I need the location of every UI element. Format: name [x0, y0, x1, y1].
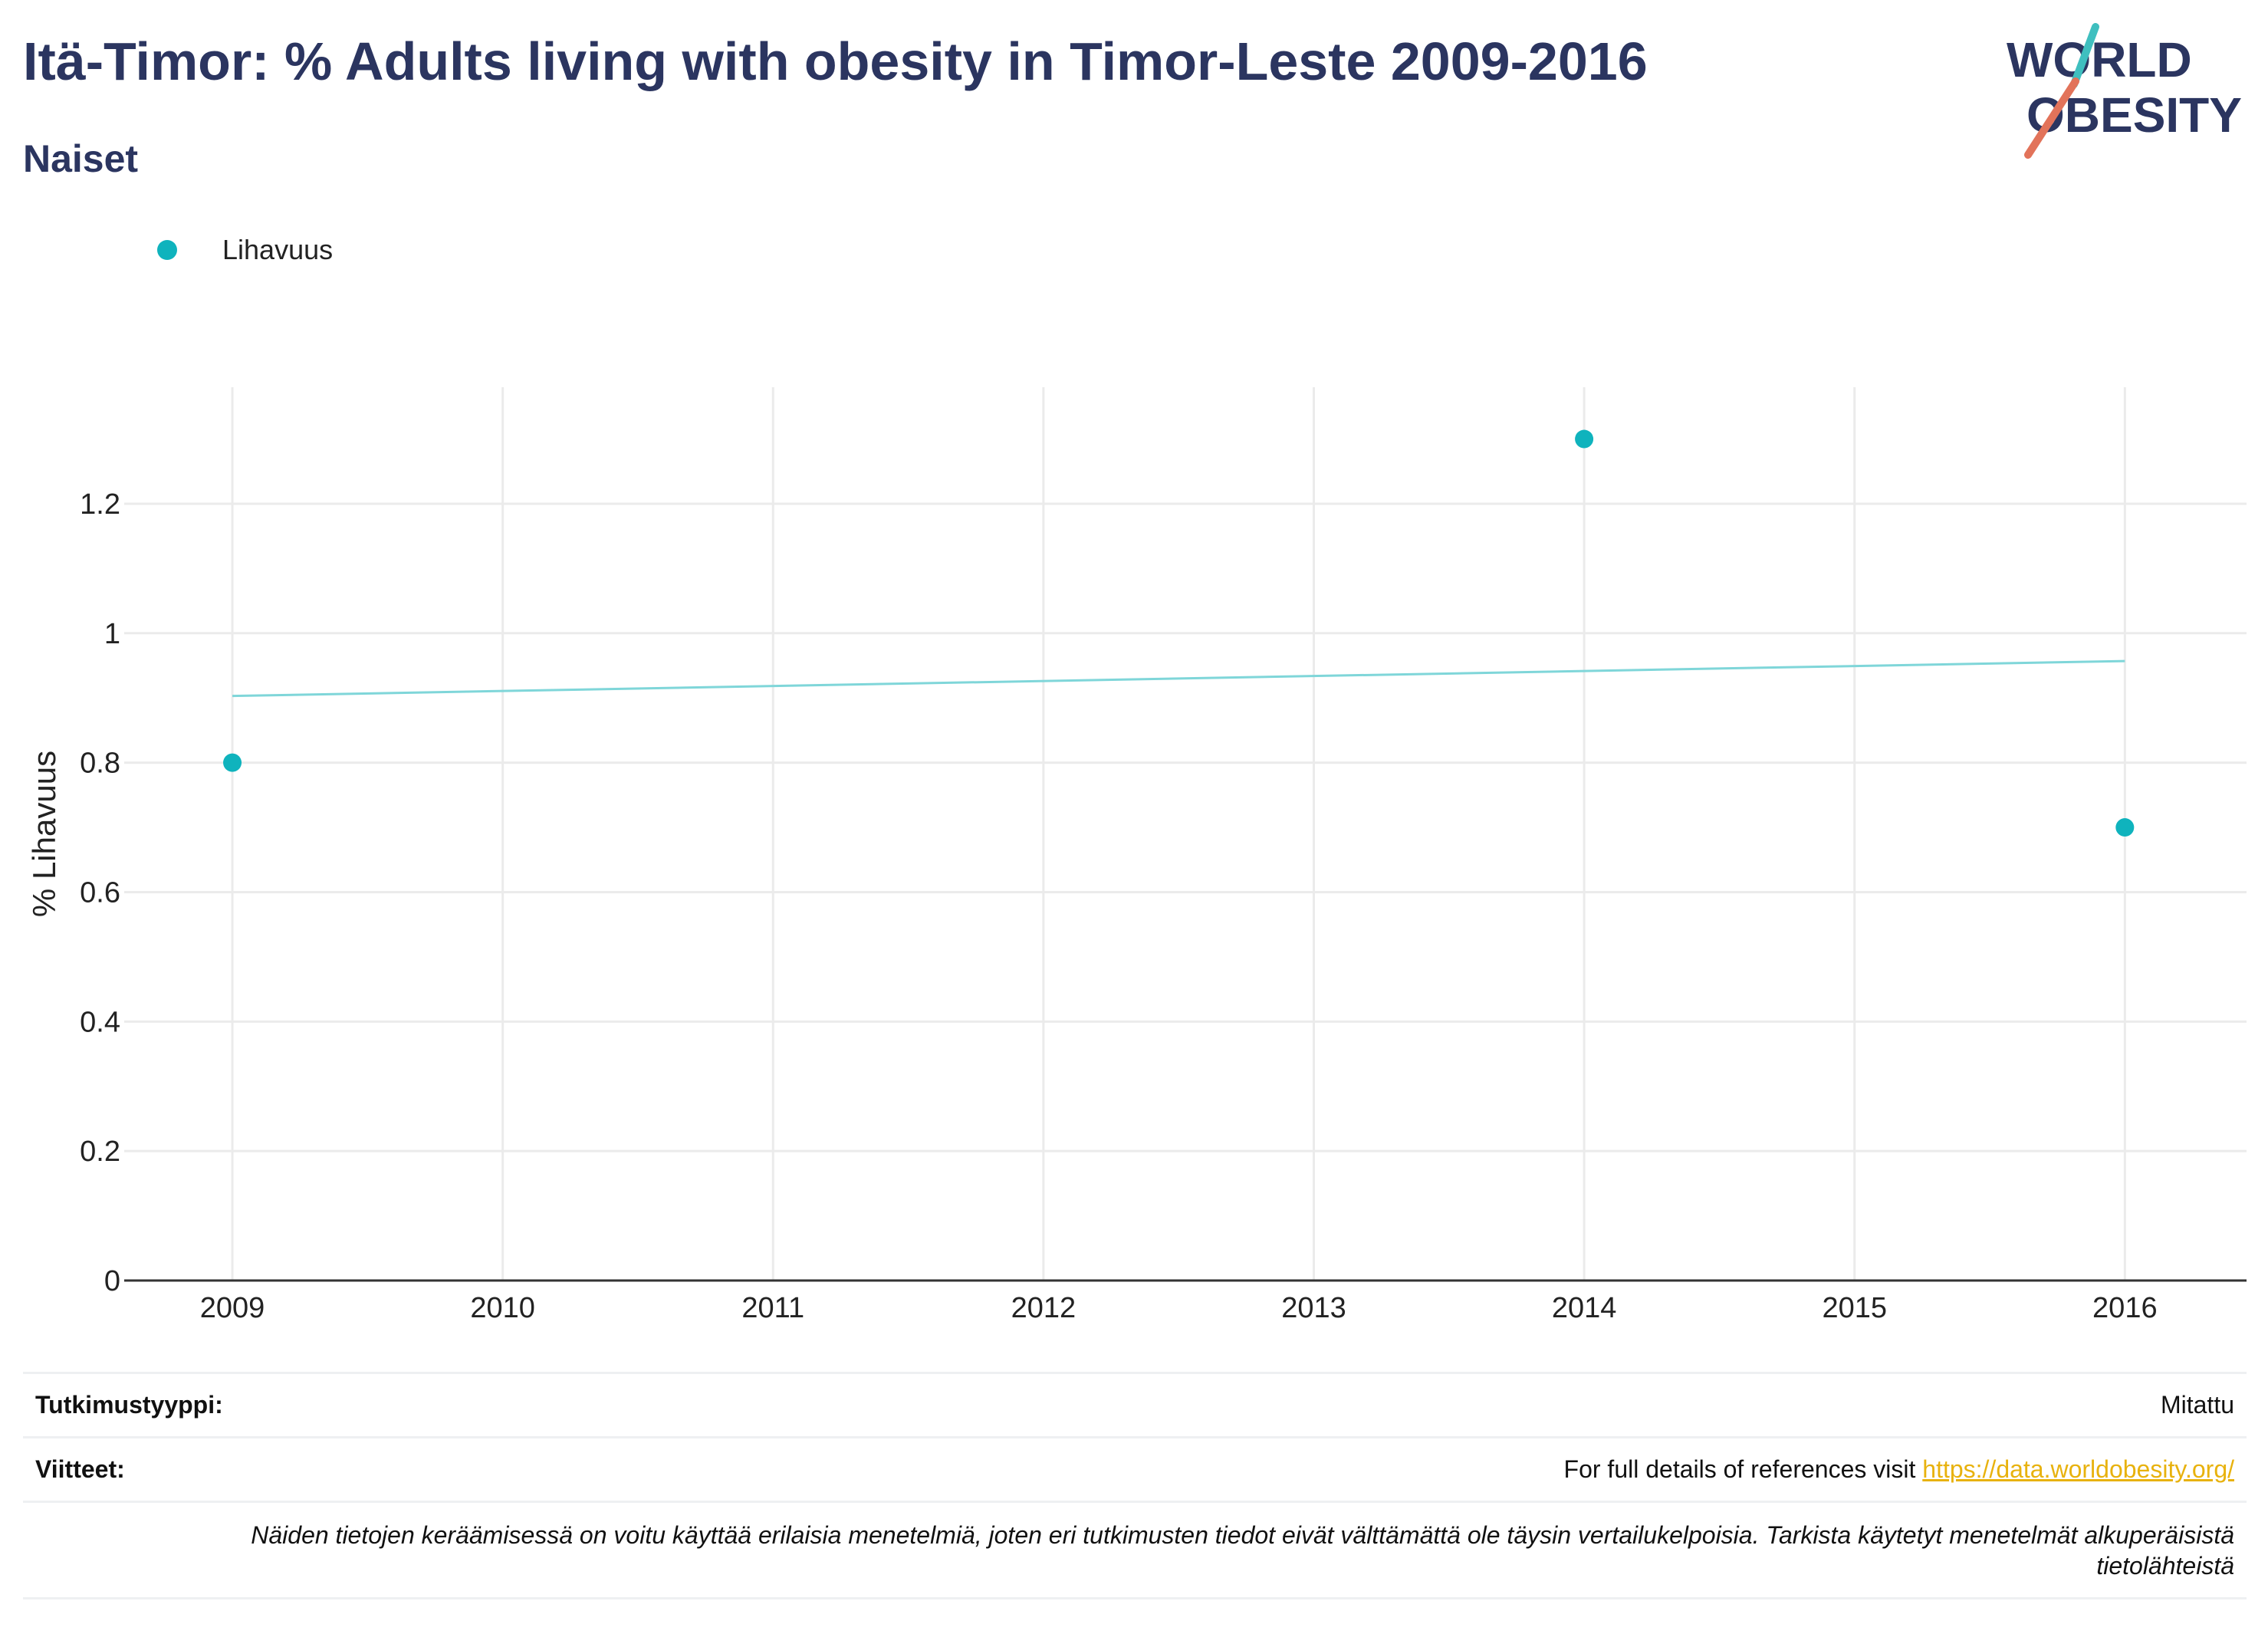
data-point [1575, 429, 1594, 449]
data-point [223, 753, 242, 772]
references-row: Viitteet: For full details of references… [23, 1436, 2247, 1501]
x-tick-label: 2009 [200, 1292, 265, 1324]
world-obesity-logo: WORLD OBESITY [2007, 23, 2242, 159]
references-link[interactable]: https://data.worldobesity.org/ [1922, 1455, 2234, 1483]
trend-line [232, 659, 2125, 698]
scatter-chart: 2009 2010 2011 2012 2013 2014 2015 2016 0 0.2 0.4 0… [26, 387, 2247, 1324]
y-tick-label: 0 [104, 1265, 120, 1297]
study-type-value: Mitattu [2160, 1391, 2234, 1419]
point-layer [223, 429, 2135, 837]
logo-word-world: WORLD [2007, 32, 2192, 87]
y-tick-label: 1 [104, 618, 120, 650]
trend-layer [232, 659, 2125, 698]
logo-slash-teal [2070, 23, 2099, 88]
y-tick-label: 1.2 [80, 488, 120, 521]
data-point [2115, 818, 2135, 837]
references-value: For full details of references visit htt… [1564, 1455, 2234, 1484]
y-tick-label: 0.6 [80, 876, 120, 909]
axis-layer: 2009 2010 2011 2012 2013 2014 2015 2016 0 0.2 0.4 0… [26, 488, 2247, 1324]
study-type-label: Tutkimustyyppi: [35, 1391, 223, 1419]
y-tick-label: 0.8 [80, 748, 120, 780]
x-tick-label: 2013 [1281, 1292, 1346, 1324]
y-axis-title: % Lihavuus [26, 751, 62, 917]
x-tick-label: 2015 [1822, 1292, 1887, 1324]
x-tick-label: 2016 [2092, 1292, 2158, 1324]
study-type-row: Tutkimustyyppi: Mitattu [23, 1372, 2247, 1436]
references-text: For full details of references visit [1563, 1455, 1923, 1483]
y-tick-label: 0.2 [80, 1136, 120, 1168]
chart-title: Itä-Timor: % Adults living with obesity … [23, 31, 1648, 91]
x-tick-label: 2012 [1011, 1292, 1076, 1324]
y-tick-label: 0.4 [80, 1006, 120, 1038]
logo-slash-coral [2024, 77, 2079, 159]
methodology-note: Näiden tietojen keräämisessä on voitu kä… [251, 1521, 2234, 1580]
legend-marker [157, 240, 177, 260]
x-tick-label: 2011 [741, 1292, 804, 1324]
chart-subtitle: Naiset [23, 137, 139, 180]
chart-legend[interactable]: Lihavuus [157, 228, 333, 271]
legend-label: Lihavuus [222, 234, 334, 265]
methodology-note-row: Näiden tietojen keräämisessä on voitu kä… [23, 1501, 2247, 1599]
grid-layer [124, 387, 2247, 1281]
x-tick-label: 2010 [470, 1292, 535, 1324]
x-tick-label: 2014 [1552, 1292, 1617, 1324]
references-label: Viitteet: [35, 1455, 125, 1483]
metadata-footer: Tutkimustyyppi: Mitattu Viitteet: For fu… [23, 1372, 2247, 1599]
